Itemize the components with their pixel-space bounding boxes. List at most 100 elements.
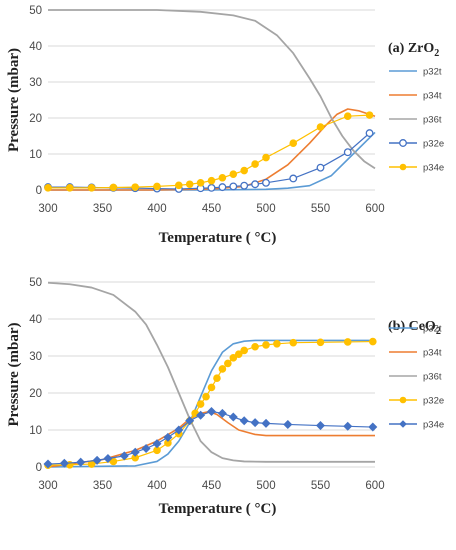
legend-label-p34t: p34t (423, 91, 442, 102)
y-axis-title: Pressure (mbar) (6, 322, 22, 426)
data-point-p34e (240, 166, 248, 175)
data-point-p34e (66, 184, 74, 192)
data-point-p34e (174, 425, 184, 435)
data-point-p32e (365, 129, 374, 138)
series-group (43, 281, 378, 469)
y-tick-label: 20 (29, 388, 42, 400)
data-point-p34e (218, 173, 227, 182)
x-axis-title: Temperature ( °C) (159, 501, 277, 517)
data-point-p32e (273, 339, 281, 348)
data-point-p32e (229, 354, 238, 362)
data-point-p32e (218, 183, 227, 192)
data-point-p32e (369, 337, 377, 346)
legend-label-p32t: p32t (423, 67, 442, 78)
data-point-p32e (343, 148, 352, 157)
data-point-p34e (229, 170, 238, 178)
data-point-p34e (153, 182, 161, 191)
y-tick-label: 20 (29, 113, 42, 125)
legend: p32t p34t p36t p32e p34e (389, 324, 444, 431)
y-tick-label: 40 (29, 41, 42, 53)
data-point-p34e (206, 406, 217, 417)
data-point-p34e (315, 421, 326, 431)
legend-marker-p34e (399, 163, 407, 171)
data-point-p34e (196, 410, 206, 420)
data-point-p32e (289, 174, 298, 183)
y-axis-title: Pressure (mbar) (6, 48, 22, 152)
data-point-p34e (185, 180, 194, 189)
data-point-p34e (289, 139, 298, 147)
data-point-p32e (251, 180, 260, 189)
data-point-p34e (316, 123, 325, 131)
data-point-p34e (59, 458, 69, 468)
data-point-p32e (207, 183, 216, 192)
y-tick-label: 30 (29, 77, 42, 89)
legend-marker-p34e (399, 420, 407, 428)
legend-label-p34t: p34t (423, 348, 442, 359)
data-point-p34e (368, 422, 378, 432)
chart-panel-2: 0 10 20 30 40 50 300 350 400 450 500 550 600 Temperat… (6, 277, 444, 517)
data-point-p32e (262, 341, 270, 349)
x-tick-label: 400 (147, 480, 166, 492)
data-point-p32e (224, 359, 232, 368)
panel-label: (b) CeO2 (388, 319, 441, 337)
x-tick-label: 450 (202, 203, 221, 215)
data-point-p32e (240, 181, 249, 190)
legend-label-p32e: p32e (423, 396, 444, 407)
data-point-p34e (109, 183, 118, 192)
panel-label: (a) ZrO2 (388, 41, 439, 59)
y-tick-label: 30 (29, 351, 42, 363)
data-point-p34e (365, 111, 374, 119)
y-tick-label: 10 (29, 149, 42, 161)
data-point-p34e (251, 160, 259, 168)
series-line-p32t (47, 339, 375, 468)
x-tick-label: 550 (311, 480, 330, 492)
series-line-p36t (47, 281, 375, 463)
x-tick-label: 550 (311, 203, 330, 215)
legend-label-p34e: p34e (423, 163, 444, 174)
data-point-p34e (343, 112, 352, 120)
data-point-p34e (262, 153, 270, 162)
y-tick-label: 0 (36, 185, 42, 197)
legend-label-p32e: p32e (423, 139, 444, 150)
legend-label-p36t: p36t (423, 372, 442, 383)
chart-panel-1: 0 10 20 30 40 50 300 350 400 450 500 550 600 Temperat… (6, 5, 444, 246)
legend-marker-p32e (399, 396, 407, 404)
data-point-p32e (343, 338, 352, 346)
y-tick-label: 0 (36, 462, 42, 474)
x-tick-label: 600 (365, 480, 384, 492)
x-tick-label: 600 (365, 203, 384, 215)
data-point-p32e (213, 374, 221, 383)
data-point-p32e (262, 178, 270, 187)
x-tick-label: 500 (256, 480, 275, 492)
y-tick-label: 50 (29, 277, 42, 289)
data-point-p34e (92, 455, 102, 465)
data-point-p34e (87, 184, 96, 192)
data-point-p34e (228, 412, 238, 422)
data-point-p32e (251, 342, 259, 351)
data-point-p32e (289, 338, 298, 347)
x-tick-label: 350 (93, 203, 112, 215)
data-point-p32e (234, 350, 243, 358)
data-point-p34e (76, 457, 86, 467)
data-point-p32e (240, 346, 248, 355)
data-point-p34e (250, 418, 260, 428)
y-tick-label: 10 (29, 425, 42, 437)
x-tick-label: 400 (147, 203, 166, 215)
series-connector-p34e (47, 410, 373, 465)
data-point-p34e (103, 453, 113, 463)
y-tick-label: 40 (29, 314, 42, 326)
data-point-p34e (44, 184, 52, 192)
data-point-p34e (119, 451, 129, 461)
data-point-p34e (131, 183, 139, 191)
x-tick-label: 500 (256, 203, 275, 215)
series-line-p34t (48, 108, 376, 191)
data-point-p32e (316, 338, 325, 347)
data-point-p32e (207, 383, 216, 392)
data-point-p34e (217, 408, 227, 418)
legend-label-p34e: p34e (423, 420, 444, 431)
data-point-p34e (152, 439, 162, 449)
data-point-p32e (218, 365, 227, 373)
data-point-p34e (196, 179, 205, 187)
data-point-p34e (130, 447, 140, 457)
